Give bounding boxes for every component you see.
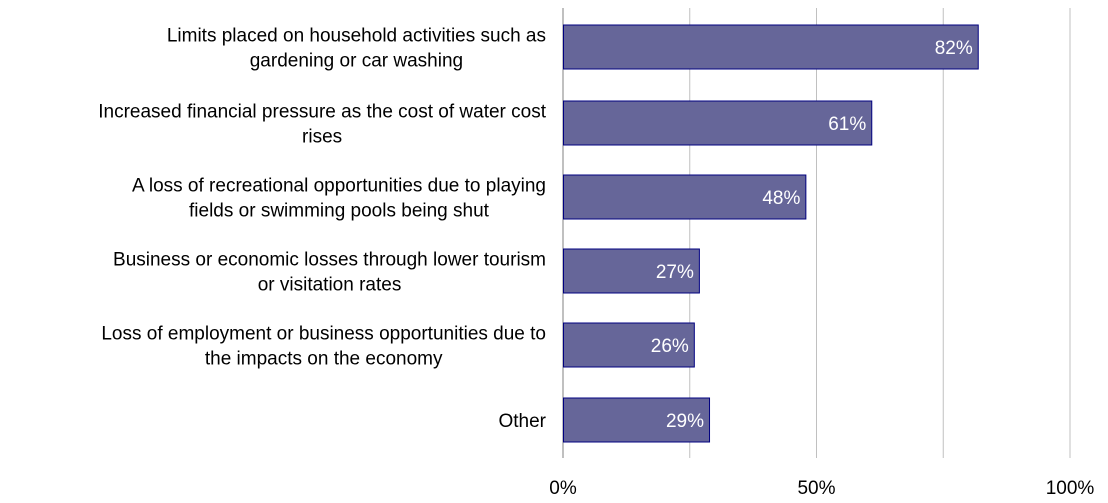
data-label-4: 27% — [656, 262, 694, 283]
x-tick-label-0: 0% — [549, 478, 577, 499]
data-label-3: 48% — [762, 188, 800, 209]
x-tick-label-50: 50% — [797, 478, 835, 499]
bar-4 — [563, 248, 700, 294]
bar-2 — [563, 100, 873, 146]
data-label-6: 29% — [666, 411, 704, 432]
category-label-5-line-2: the impacts on the economy — [205, 349, 443, 370]
data-label-5: 26% — [651, 336, 689, 357]
bar-6 — [563, 397, 711, 443]
category-label-3-line-1: A loss of recreational opportunities due… — [132, 176, 546, 197]
category-label-1-line-2: gardening or car washing — [250, 51, 463, 72]
bar-3 — [563, 174, 807, 220]
category-label-6-line-1: Other — [498, 411, 546, 432]
category-label-3-line-2: fields or swimming pools being shut — [189, 201, 490, 222]
category-label-4-line-2: or visitation rates — [258, 275, 402, 296]
category-label-4-line-1: Business or economic losses through lowe… — [113, 250, 546, 271]
category-label-5-line-1: Loss of employment or business opportuni… — [101, 324, 546, 345]
data-label-1: 82% — [935, 38, 973, 59]
bar-1 — [563, 24, 979, 70]
category-label-1-line-1: Limits placed on household activities su… — [167, 26, 546, 47]
data-label-2: 61% — [828, 114, 866, 135]
category-label-2-line-2: rises — [302, 127, 342, 148]
x-tick-label-100: 100% — [1046, 478, 1095, 499]
bar-5 — [563, 322, 695, 368]
category-label-2-line-1: Increased financial pressure as the cost… — [98, 102, 547, 123]
